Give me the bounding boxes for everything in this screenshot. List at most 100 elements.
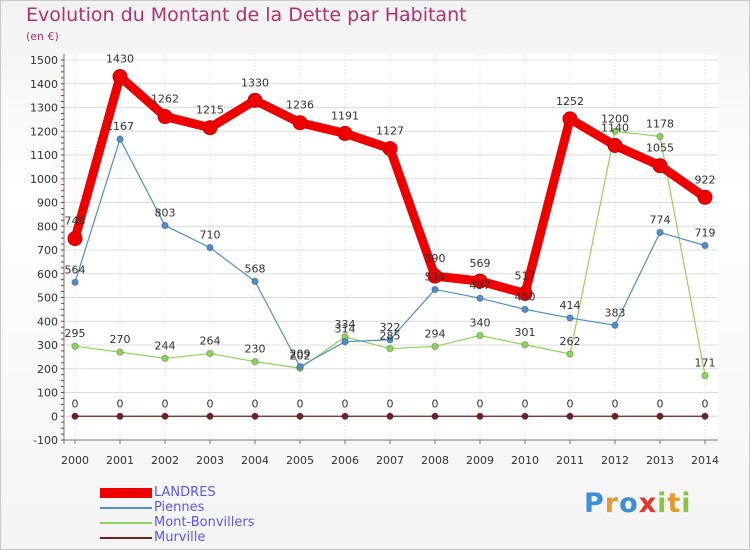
data-point-murville (206, 412, 214, 420)
data-label-landres: 590 (425, 252, 446, 265)
data-point-murville (611, 412, 619, 420)
logo-letter: i (657, 488, 668, 519)
legend-label: Mont-Bonvillers (154, 515, 255, 530)
data-label-piennes: 209 (290, 348, 311, 361)
data-label-murville: 0 (657, 397, 664, 410)
data-point-murville (251, 412, 259, 420)
data-label-landres: 1430 (106, 53, 134, 66)
logo-letter: o (619, 488, 639, 519)
data-label-murville: 0 (702, 397, 709, 410)
data-point-mont-bonvillers (611, 127, 619, 135)
logo-letter: i (681, 488, 692, 519)
data-point-mont-bonvillers (386, 344, 394, 353)
data-point-murville (566, 412, 574, 420)
data-label-piennes: 568 (245, 262, 266, 275)
data-label-murville: 0 (342, 397, 349, 410)
series-murville (71, 412, 709, 420)
x-tick-label: 2013 (646, 454, 674, 467)
chart-title: Evolution du Montant de la Dette par Hab… (26, 4, 467, 26)
data-point-murville (656, 412, 664, 420)
data-point-landres (697, 189, 713, 205)
data-label-landres: 517 (515, 269, 536, 282)
x-tick-label: 2001 (106, 454, 134, 467)
data-label-piennes: 497 (470, 279, 491, 292)
data-label-piennes: 803 (155, 207, 176, 220)
y-tick-label: 100 (37, 387, 58, 400)
data-point-murville (296, 412, 304, 420)
data-point-mont-bonvillers (431, 342, 439, 351)
legend-swatch (100, 537, 152, 539)
data-point-murville (116, 412, 124, 420)
x-tick-label: 2005 (286, 454, 314, 467)
data-point-murville (701, 412, 709, 420)
data-point-mont-bonvillers (206, 349, 214, 358)
data-point-piennes (566, 314, 574, 322)
data-point-piennes (296, 362, 304, 371)
x-tick-label: 2011 (556, 454, 584, 467)
data-label-landres: 1215 (196, 104, 224, 117)
data-label-mont-bonvillers: 285 (380, 330, 401, 343)
legend-swatch (100, 522, 152, 524)
x-tick-label: 2007 (376, 454, 404, 467)
logo-letter: t (667, 488, 682, 519)
data-label-landres: 1127 (376, 125, 404, 138)
data-label-piennes: 534 (425, 270, 446, 283)
data-point-murville (386, 412, 394, 420)
data-point-landres (472, 273, 488, 289)
data-point-landres (292, 115, 308, 131)
data-point-piennes (251, 277, 259, 286)
data-label-piennes: 450 (515, 290, 536, 303)
data-label-piennes: 1167 (106, 120, 134, 133)
y-tick-label: 800 (37, 220, 58, 233)
data-point-murville (161, 412, 169, 420)
data-label-piennes: 414 (560, 299, 581, 312)
data-point-murville (431, 412, 439, 420)
data-label-murville: 0 (252, 397, 259, 410)
y-tick-label: 1300 (30, 102, 58, 115)
data-label-mont-bonvillers: 295 (65, 327, 86, 340)
data-point-landres (67, 231, 83, 247)
data-label-landres: 922 (695, 173, 716, 186)
data-point-piennes (611, 321, 619, 329)
data-label-mont-bonvillers: 334 (335, 318, 356, 331)
data-label-piennes: 710 (200, 229, 221, 242)
data-label-mont-bonvillers: 230 (245, 343, 266, 356)
data-label-landres: 569 (470, 257, 491, 270)
data-point-mont-bonvillers (476, 331, 484, 340)
data-label-murville: 0 (207, 397, 214, 410)
data-point-mont-bonvillers (161, 354, 169, 362)
y-tick-label: 200 (37, 363, 58, 376)
data-point-piennes (521, 305, 529, 314)
legend-swatch (100, 507, 152, 509)
data-label-mont-bonvillers: 340 (470, 317, 491, 330)
legend-label: Piennes (154, 500, 205, 515)
data-point-landres (202, 120, 218, 136)
x-tick-label: 2012 (601, 454, 629, 467)
data-point-landres (337, 125, 353, 141)
data-label-landres: 1055 (646, 142, 674, 155)
data-label-landres: 748 (65, 215, 86, 228)
y-tick-label: -100 (33, 434, 58, 447)
logo-letter: P (584, 488, 605, 519)
data-point-landres (607, 138, 623, 153)
legend-swatch (100, 488, 152, 498)
data-point-mont-bonvillers (521, 341, 529, 349)
data-label-mont-bonvillers: 270 (110, 333, 131, 346)
data-label-murville: 0 (162, 397, 169, 410)
data-label-murville: 0 (72, 397, 79, 410)
y-tick-label: 600 (37, 268, 58, 281)
data-label-murville: 0 (432, 397, 439, 410)
data-point-landres (427, 268, 443, 284)
data-point-landres (157, 109, 173, 125)
y-tick-label: 900 (37, 197, 58, 210)
data-point-piennes (476, 294, 484, 302)
data-label-murville: 0 (612, 397, 619, 410)
data-point-mont-bonvillers (566, 350, 574, 358)
data-point-murville (521, 412, 529, 420)
data-point-piennes (386, 336, 394, 344)
data-point-piennes (431, 285, 439, 294)
proxiti-logo: Proxiti (584, 488, 692, 519)
y-tick-label: 300 (37, 339, 58, 352)
data-label-piennes: 322 (380, 321, 401, 334)
